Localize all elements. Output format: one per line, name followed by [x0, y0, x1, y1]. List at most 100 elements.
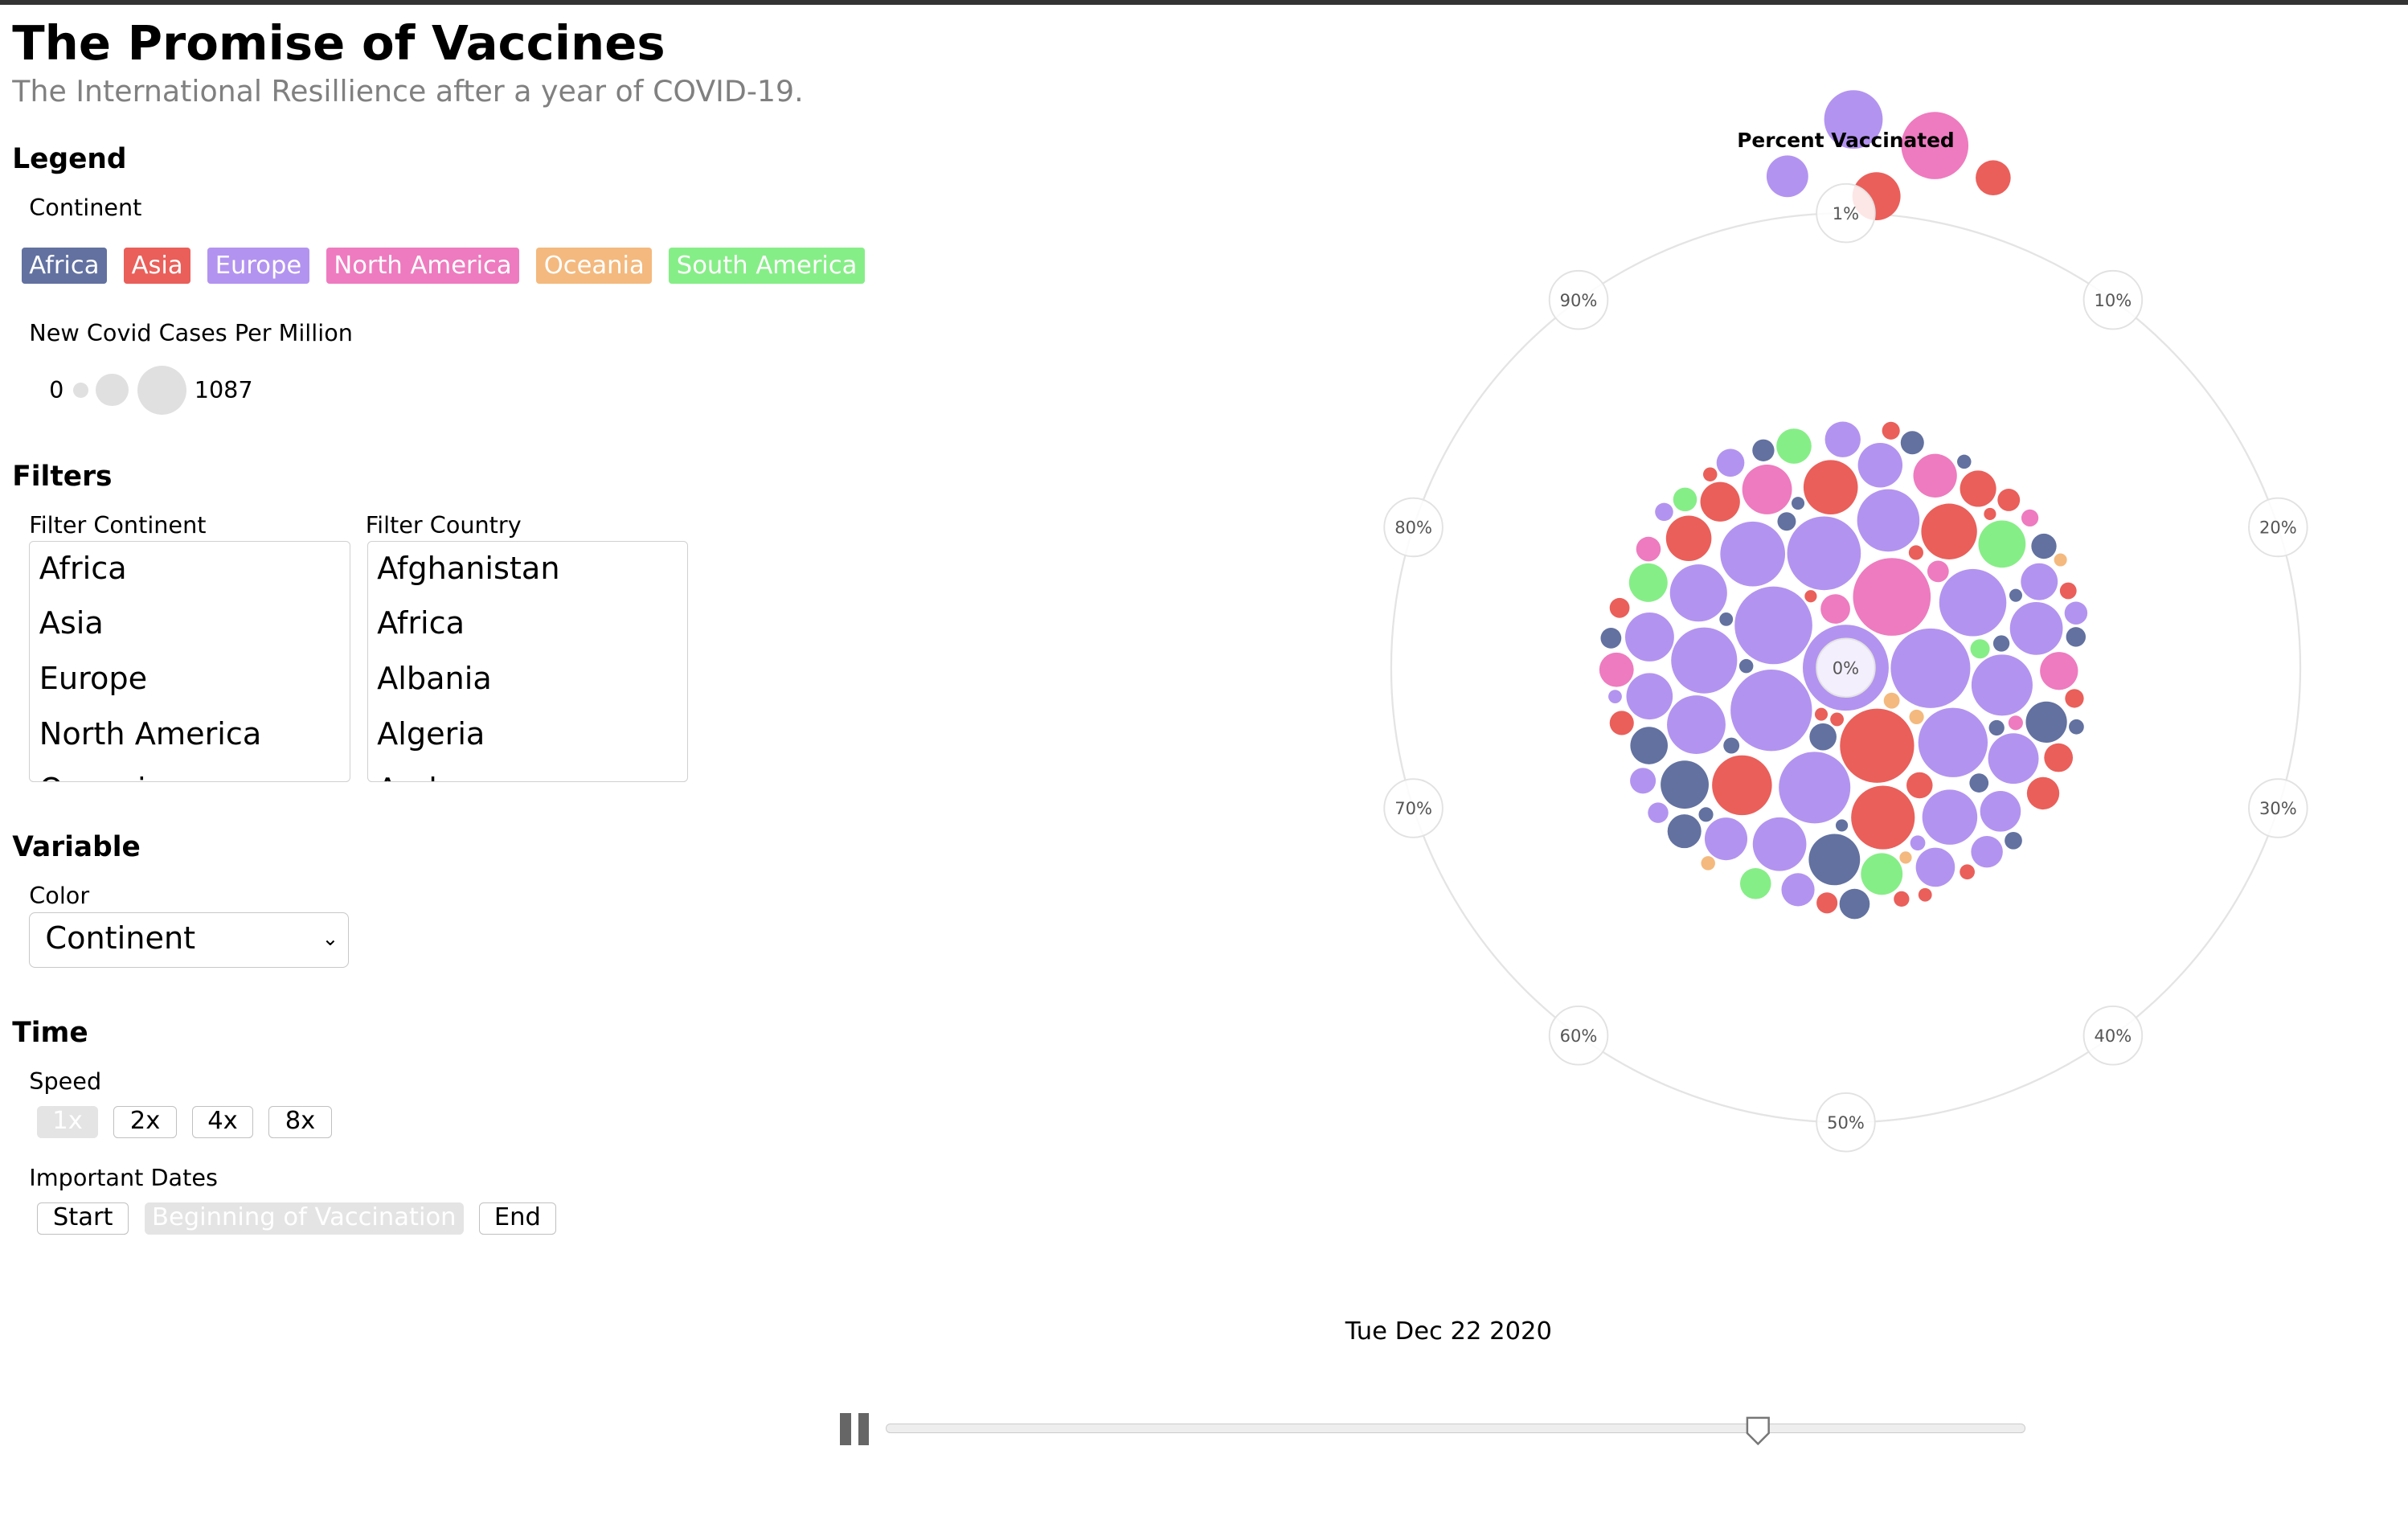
country-bubble[interactable] [1900, 431, 1924, 455]
continent-option[interactable]: Africa [39, 551, 127, 587]
country-option[interactable]: Albania [377, 662, 492, 698]
country-bubble[interactable] [1648, 802, 1669, 824]
country-bubble[interactable] [1630, 727, 1669, 765]
country-bubble[interactable] [1913, 454, 1957, 498]
speed-2x-button[interactable]: 2x [113, 1105, 177, 1138]
country-bubble[interactable] [1939, 569, 2007, 637]
country-bubble[interactable] [1630, 768, 1657, 794]
speed-4x-button[interactable]: 4x [191, 1105, 254, 1138]
country-bubble[interactable] [1667, 695, 1726, 755]
legend-swatch-south-america[interactable]: South America [669, 247, 865, 285]
country-bubble[interactable] [1851, 785, 1915, 850]
country-bubble[interactable] [1719, 612, 1734, 627]
pause-icon[interactable] [840, 1412, 870, 1445]
country-bubble[interactable] [1988, 720, 2005, 736]
timeline-track[interactable] [886, 1424, 2026, 1433]
vaccination-date-button[interactable]: Beginning of Vaccination [144, 1202, 464, 1235]
country-bubble[interactable] [1915, 848, 1955, 887]
continent-option[interactable]: Europe [39, 662, 148, 698]
country-option[interactable]: Africa [377, 606, 465, 642]
country-bubble[interactable] [1669, 564, 1728, 622]
country-bubble[interactable] [1700, 482, 1741, 522]
country-bubble[interactable] [2065, 689, 2084, 708]
country-bubble[interactable] [2054, 553, 2067, 567]
country-bubble[interactable] [1820, 594, 1851, 625]
country-bubble[interactable] [1636, 537, 1661, 562]
legend-swatch-north-america[interactable]: North America [326, 247, 520, 285]
speed-8x-button[interactable]: 8x [268, 1105, 332, 1138]
country-bubble[interactable] [1883, 693, 1900, 710]
legend-swatch-europe[interactable]: Europe [207, 247, 309, 285]
legend-swatch-oceania[interactable]: Oceania [536, 247, 653, 285]
country-bubble[interactable] [1752, 817, 1807, 872]
country-bubble[interactable] [1767, 155, 1808, 198]
country-bubble[interactable] [1840, 709, 1915, 784]
country-bubble[interactable] [2060, 583, 2077, 600]
country-bubble[interactable] [2005, 832, 2023, 850]
country-bubble[interactable] [1910, 835, 1926, 851]
country-bubble[interactable] [1980, 791, 2021, 833]
country-bubble[interactable] [1976, 160, 2011, 196]
continent-option[interactable]: Asia [39, 606, 104, 642]
country-bubble[interactable] [1816, 892, 1838, 914]
country-bubble[interactable] [1824, 90, 1883, 150]
country-bubble[interactable] [1861, 853, 1903, 895]
country-bubble[interactable] [1839, 889, 1870, 920]
country-bubble[interactable] [2021, 563, 2058, 600]
country-bubble[interactable] [1901, 112, 1969, 180]
country-option[interactable]: Algeria [377, 716, 485, 752]
country-bubble[interactable] [1906, 772, 1933, 799]
country-bubble[interactable] [1609, 711, 1634, 735]
country-bubble[interactable] [1777, 512, 1796, 531]
country-bubble[interactable] [1997, 489, 2021, 512]
country-bubble[interactable] [1921, 503, 1977, 560]
country-bubble[interactable] [1705, 817, 1748, 861]
country-bubble[interactable] [1720, 522, 1786, 587]
country-bubble[interactable] [1701, 856, 1716, 871]
country-bubble[interactable] [2066, 627, 2087, 647]
speed-1x-button[interactable]: 1x [36, 1105, 99, 1138]
country-option[interactable]: Afghanistan [377, 551, 560, 587]
country-bubble[interactable] [2008, 715, 2024, 731]
country-bubble[interactable] [1808, 834, 1861, 886]
country-bubble[interactable] [1723, 738, 1740, 754]
country-bubble[interactable] [1804, 590, 1817, 603]
country-bubble[interactable] [1857, 490, 1920, 552]
country-bubble[interactable] [1665, 515, 1712, 562]
country-bubble[interactable] [1609, 598, 1630, 619]
country-bubble[interactable] [1824, 421, 1861, 458]
country-bubble[interactable] [1922, 789, 1978, 846]
country-bubble[interactable] [1716, 449, 1745, 477]
country-bubble[interactable] [1927, 560, 1949, 583]
filter-country-list[interactable]: Afghanistan Africa Albania Algeria Andor… [367, 540, 689, 782]
country-bubble[interactable] [1988, 733, 2039, 785]
country-bubble[interactable] [1667, 814, 1702, 849]
continent-option[interactable]: Oceania [30, 763, 349, 781]
start-date-button[interactable]: Start [36, 1202, 129, 1235]
country-bubble[interactable] [1779, 752, 1851, 824]
country-bubble[interactable] [1830, 712, 1845, 727]
country-bubble[interactable] [1599, 653, 1634, 688]
country-bubble[interactable] [2009, 602, 2063, 656]
country-bubble[interactable] [1776, 428, 1812, 465]
country-bubble[interactable] [2069, 719, 2084, 735]
country-bubble[interactable] [2025, 702, 2067, 744]
continent-option[interactable]: North America [39, 716, 262, 752]
country-bubble[interactable] [2064, 601, 2088, 625]
country-bubble[interactable] [1739, 659, 1754, 674]
color-select[interactable]: Continent ⌄ [29, 912, 349, 968]
country-bubble[interactable] [1857, 443, 1903, 488]
country-bubble[interactable] [1969, 773, 1989, 793]
country-bubble[interactable] [1740, 868, 1771, 899]
country-bubble[interactable] [1960, 864, 1976, 880]
country-bubble[interactable] [1836, 819, 1849, 832]
country-bubble[interactable] [1781, 873, 1815, 907]
country-bubble[interactable] [2040, 652, 2078, 690]
country-bubble[interactable] [1890, 629, 1971, 709]
country-bubble[interactable] [1993, 635, 2010, 653]
country-bubble[interactable] [1882, 422, 1900, 440]
country-bubble[interactable] [1909, 710, 1924, 725]
country-bubble[interactable] [1853, 558, 1931, 637]
legend-swatch-asia[interactable]: Asia [124, 247, 191, 285]
country-bubble[interactable] [1730, 670, 1812, 752]
